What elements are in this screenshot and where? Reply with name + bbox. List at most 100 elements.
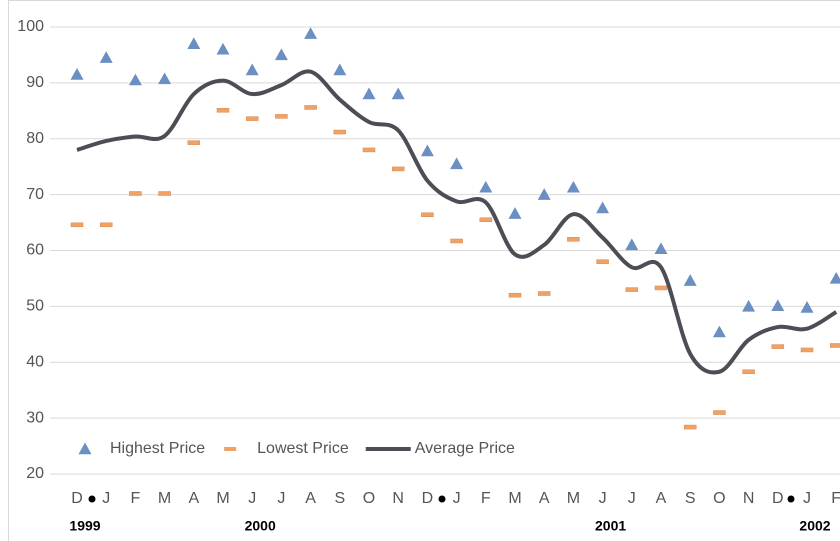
highest-marker: [596, 201, 610, 214]
chart-frame: [8, 0, 840, 541]
year-separator: [88, 495, 96, 503]
year-label: 2002: [799, 518, 830, 534]
highest-marker: [771, 299, 785, 312]
x-tick-label: D: [71, 490, 83, 507]
lowest-marker: [99, 222, 113, 228]
lowest-marker: [625, 287, 639, 292]
highest-marker: [274, 48, 288, 61]
y-tick-label: 90: [26, 74, 44, 91]
x-tick-label: J: [803, 490, 811, 507]
x-tick-label: M: [158, 490, 171, 507]
highest-marker: [158, 72, 172, 85]
lowest-marker: [129, 191, 142, 196]
x-tick-label: S: [685, 490, 696, 507]
x-tick-label: D: [772, 490, 784, 507]
x-tick-label: N: [743, 490, 755, 507]
lowest-marker: [596, 259, 609, 264]
lowest-marker: [70, 222, 84, 228]
year-separator: [438, 495, 446, 503]
highest-marker: [70, 67, 84, 80]
x-tick-label: J: [599, 490, 607, 507]
lowest-marker: [333, 129, 347, 135]
x-tick-label: J: [102, 490, 110, 507]
highest-marker: [566, 180, 580, 193]
highest-marker: [304, 27, 318, 39]
highest-marker: [712, 325, 726, 338]
x-tick-label: N: [392, 490, 404, 507]
lowest-marker: [829, 343, 840, 348]
x-tick-label: J: [248, 490, 256, 507]
highest-marker: [829, 271, 840, 284]
highest-marker: [800, 300, 814, 313]
highest-marker: [420, 144, 434, 157]
y-tick-label: 60: [26, 242, 44, 259]
lowest-marker: [158, 191, 171, 196]
lowest-marker: [450, 238, 463, 244]
x-tick-label: M: [216, 490, 229, 507]
x-tick-label: F: [831, 490, 840, 507]
lowest-marker: [362, 147, 376, 153]
lowest-marker: [800, 347, 814, 353]
y-tick-label: 20: [26, 465, 44, 482]
x-tick-label: F: [481, 490, 491, 507]
year-separator: [787, 495, 795, 503]
lowest-marker: [683, 424, 697, 430]
lowest-marker: [654, 285, 668, 291]
lowest-marker: [537, 291, 551, 296]
highest-marker: [537, 188, 551, 200]
legend-label: Highest Price: [110, 440, 205, 457]
year-label: 1999: [69, 518, 100, 534]
highest-marker: [128, 73, 142, 86]
highest-marker: [683, 274, 697, 286]
year-label: 2001: [595, 518, 626, 534]
x-tick-label: A: [188, 490, 199, 507]
year-label: 2000: [245, 518, 276, 534]
highest-marker: [479, 180, 493, 193]
x-tick-label: F: [131, 490, 141, 507]
lowest-marker: [508, 292, 522, 298]
x-tick-label: O: [363, 490, 375, 507]
x-tick-label: A: [305, 490, 316, 507]
lowest-marker: [245, 116, 259, 121]
highest-marker: [625, 238, 639, 251]
lowest-marker: [187, 140, 201, 145]
lowest-marker: [216, 108, 230, 113]
y-tick-label: 100: [17, 18, 44, 35]
lowest-marker: [567, 237, 580, 242]
legend-label: Lowest Price: [257, 440, 349, 457]
legend-marker: [224, 447, 237, 451]
lowest-marker: [713, 410, 726, 415]
x-tick-label: M: [567, 490, 580, 507]
x-tick-label: A: [656, 490, 667, 507]
lowest-marker: [771, 344, 785, 349]
x-tick-label: J: [277, 490, 285, 507]
y-tick-label: 80: [26, 130, 44, 147]
y-tick-label: 70: [26, 186, 44, 203]
lowest-marker: [742, 369, 755, 374]
highest-marker: [450, 157, 464, 170]
highest-marker: [99, 51, 113, 63]
x-tick-label: S: [334, 490, 345, 507]
highest-marker: [742, 299, 756, 312]
x-tick-label: O: [713, 490, 725, 507]
lowest-marker: [479, 217, 493, 223]
average-line: [76, 69, 838, 375]
highest-marker: [362, 87, 376, 100]
highest-marker: [508, 207, 522, 219]
x-tick-label: D: [422, 490, 434, 507]
legend-label: Average Price: [415, 440, 515, 457]
highest-marker: [391, 87, 405, 100]
lowest-marker: [421, 212, 434, 217]
lowest-marker: [391, 166, 405, 172]
lowest-marker: [304, 105, 317, 110]
y-tick-label: 30: [26, 409, 44, 426]
legend-marker: [78, 442, 92, 455]
y-tick-label: 50: [26, 298, 44, 315]
highest-marker: [333, 63, 347, 76]
highest-marker: [245, 63, 259, 76]
highest-marker: [216, 42, 230, 55]
x-tick-label: J: [453, 490, 461, 507]
highest-marker: [187, 37, 201, 49]
x-tick-label: J: [628, 490, 636, 507]
